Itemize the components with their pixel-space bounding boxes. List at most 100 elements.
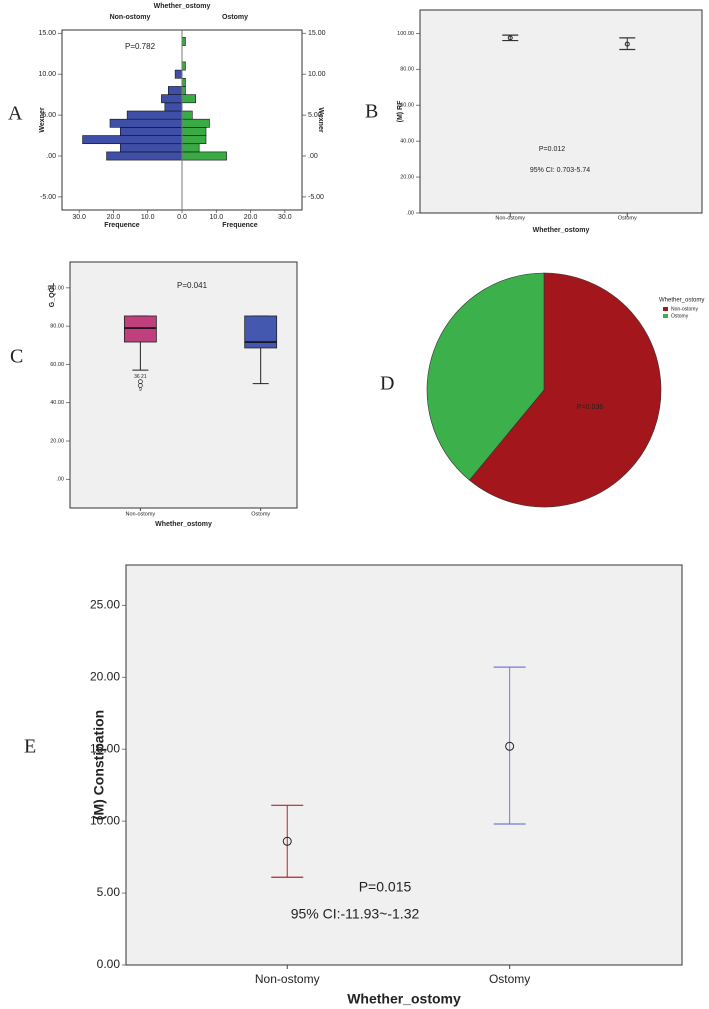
y-tick-label: 15.00 [308, 30, 326, 37]
y-tick-label: 5.00 [308, 112, 322, 119]
y-tick-label: 20.00 [90, 669, 120, 683]
y-tick-label: 60.00 [400, 103, 414, 109]
y-tick-label: 20.00 [400, 175, 414, 181]
y-tick-label: .00 [308, 153, 318, 160]
x-axis-label: Whether_ostomy [155, 521, 212, 528]
bar [181, 61, 186, 71]
x-tick-label: Non-ostomy [495, 215, 525, 221]
x-tick-label: 10.0 [141, 214, 155, 221]
legend-title: Whether_ostomy [659, 298, 704, 304]
bar [167, 86, 183, 95]
box [244, 315, 278, 349]
legend-label: Ostomy [671, 313, 689, 319]
annotation: 95% CI: 0.703-5.74 [530, 167, 590, 174]
mean-marker [505, 741, 515, 751]
y-tick-label: 5.00 [97, 885, 121, 899]
y-tick-label: .00 [46, 153, 56, 160]
y-tick-label: 25.00 [90, 597, 120, 611]
y-axis-label: (M) Constipation [91, 710, 107, 820]
y-tick-label: 60.00 [50, 362, 64, 368]
pie-slice [426, 272, 545, 481]
y-tick-label: 10.00 [308, 71, 326, 78]
annotation: P=0.012 [539, 146, 565, 153]
y-tick-label: 100.00 [397, 31, 414, 37]
outlier-label: 36 21 [134, 374, 147, 380]
y-tick-label: -5.00 [40, 194, 56, 201]
bar [181, 118, 210, 128]
y-axis-label: Wexner [317, 107, 324, 132]
bar [181, 143, 200, 153]
x-tick-label: 10.0 [209, 214, 223, 221]
y-tick-label: 15.00 [90, 741, 120, 755]
y-tick-label: 15.00 [38, 30, 56, 37]
y-tick-label: 5.00 [42, 112, 56, 119]
bar [109, 118, 183, 128]
chart-title: Whether_ostomy [154, 3, 211, 10]
annotation: P=0.782 [125, 42, 156, 51]
x-tick-label: Ostomy [251, 511, 270, 517]
y-tick-label: 20.00 [50, 438, 64, 444]
bar [181, 127, 207, 136]
annotation: P=0.036 [577, 404, 603, 411]
bar [181, 94, 197, 104]
bar [106, 151, 183, 161]
plot-area [419, 9, 703, 214]
y-tick-label: 40.00 [50, 400, 64, 406]
bar [164, 102, 183, 112]
bar [119, 127, 183, 136]
y-tick-label: 10.00 [90, 813, 120, 827]
y-axis-label: Wexner [39, 107, 46, 132]
x-tick-label: Ostomy [618, 215, 637, 221]
bar [181, 110, 193, 120]
mean-marker [282, 836, 292, 846]
x-tick-label: Non-ostomy [255, 972, 320, 986]
y-tick-label: 10.00 [38, 71, 56, 78]
legend-swatch [663, 307, 668, 311]
bar [181, 77, 186, 87]
legend-label: Non-ostomy [110, 14, 151, 21]
legend-label: Non-ostomy [671, 306, 698, 312]
y-tick-label: .00 [406, 210, 414, 216]
panel-letter: B [365, 101, 378, 123]
x-tick-label: Non-ostomy [126, 511, 156, 517]
annotation: 95% CI:-11.93~-1.32 [291, 906, 420, 922]
bar [181, 135, 207, 145]
legend-swatch [663, 314, 668, 318]
bar [82, 135, 183, 145]
x-tick-label: 20.0 [244, 214, 258, 221]
bar [161, 94, 183, 104]
y-tick-label: 40.00 [400, 139, 414, 145]
plot-area [69, 261, 298, 509]
x-tick-label: 30.0 [278, 214, 292, 221]
y-tick-label: .00 [56, 477, 64, 483]
legend-label: Ostomy [222, 14, 248, 21]
bar [181, 151, 227, 161]
x-tick-label: 20.0 [107, 214, 121, 221]
panel-letter: E [24, 736, 36, 758]
pie-slice [468, 272, 662, 508]
x-tick-label: 30.0 [72, 214, 86, 221]
x-tick-label: Ostomy [489, 972, 530, 986]
mean-marker [624, 41, 630, 47]
annotation: P=0.015 [359, 879, 412, 895]
y-tick-label: -5.00 [308, 194, 324, 201]
panel-letter: C [10, 346, 23, 368]
bar [181, 37, 186, 46]
x-axis-label: Whether_ostomy [533, 227, 590, 234]
bar [174, 69, 183, 79]
y-axis-label: (M) RF [397, 100, 404, 122]
y-tick-label: 80.00 [50, 324, 64, 330]
bar [181, 86, 186, 95]
bar [126, 110, 183, 120]
bar [119, 143, 183, 153]
x-axis-label: Whether_ostomy [347, 991, 461, 1007]
outlier-label: 9 [139, 387, 142, 393]
y-axis-label: G_QOL [49, 282, 56, 307]
x-axis-label: Frequence [104, 222, 140, 229]
y-tick-label: 0.00 [97, 957, 121, 971]
y-tick-label: 100.00 [47, 285, 64, 291]
plot-area [125, 564, 683, 966]
outlier [138, 383, 143, 388]
panel-letter: D [380, 373, 394, 395]
